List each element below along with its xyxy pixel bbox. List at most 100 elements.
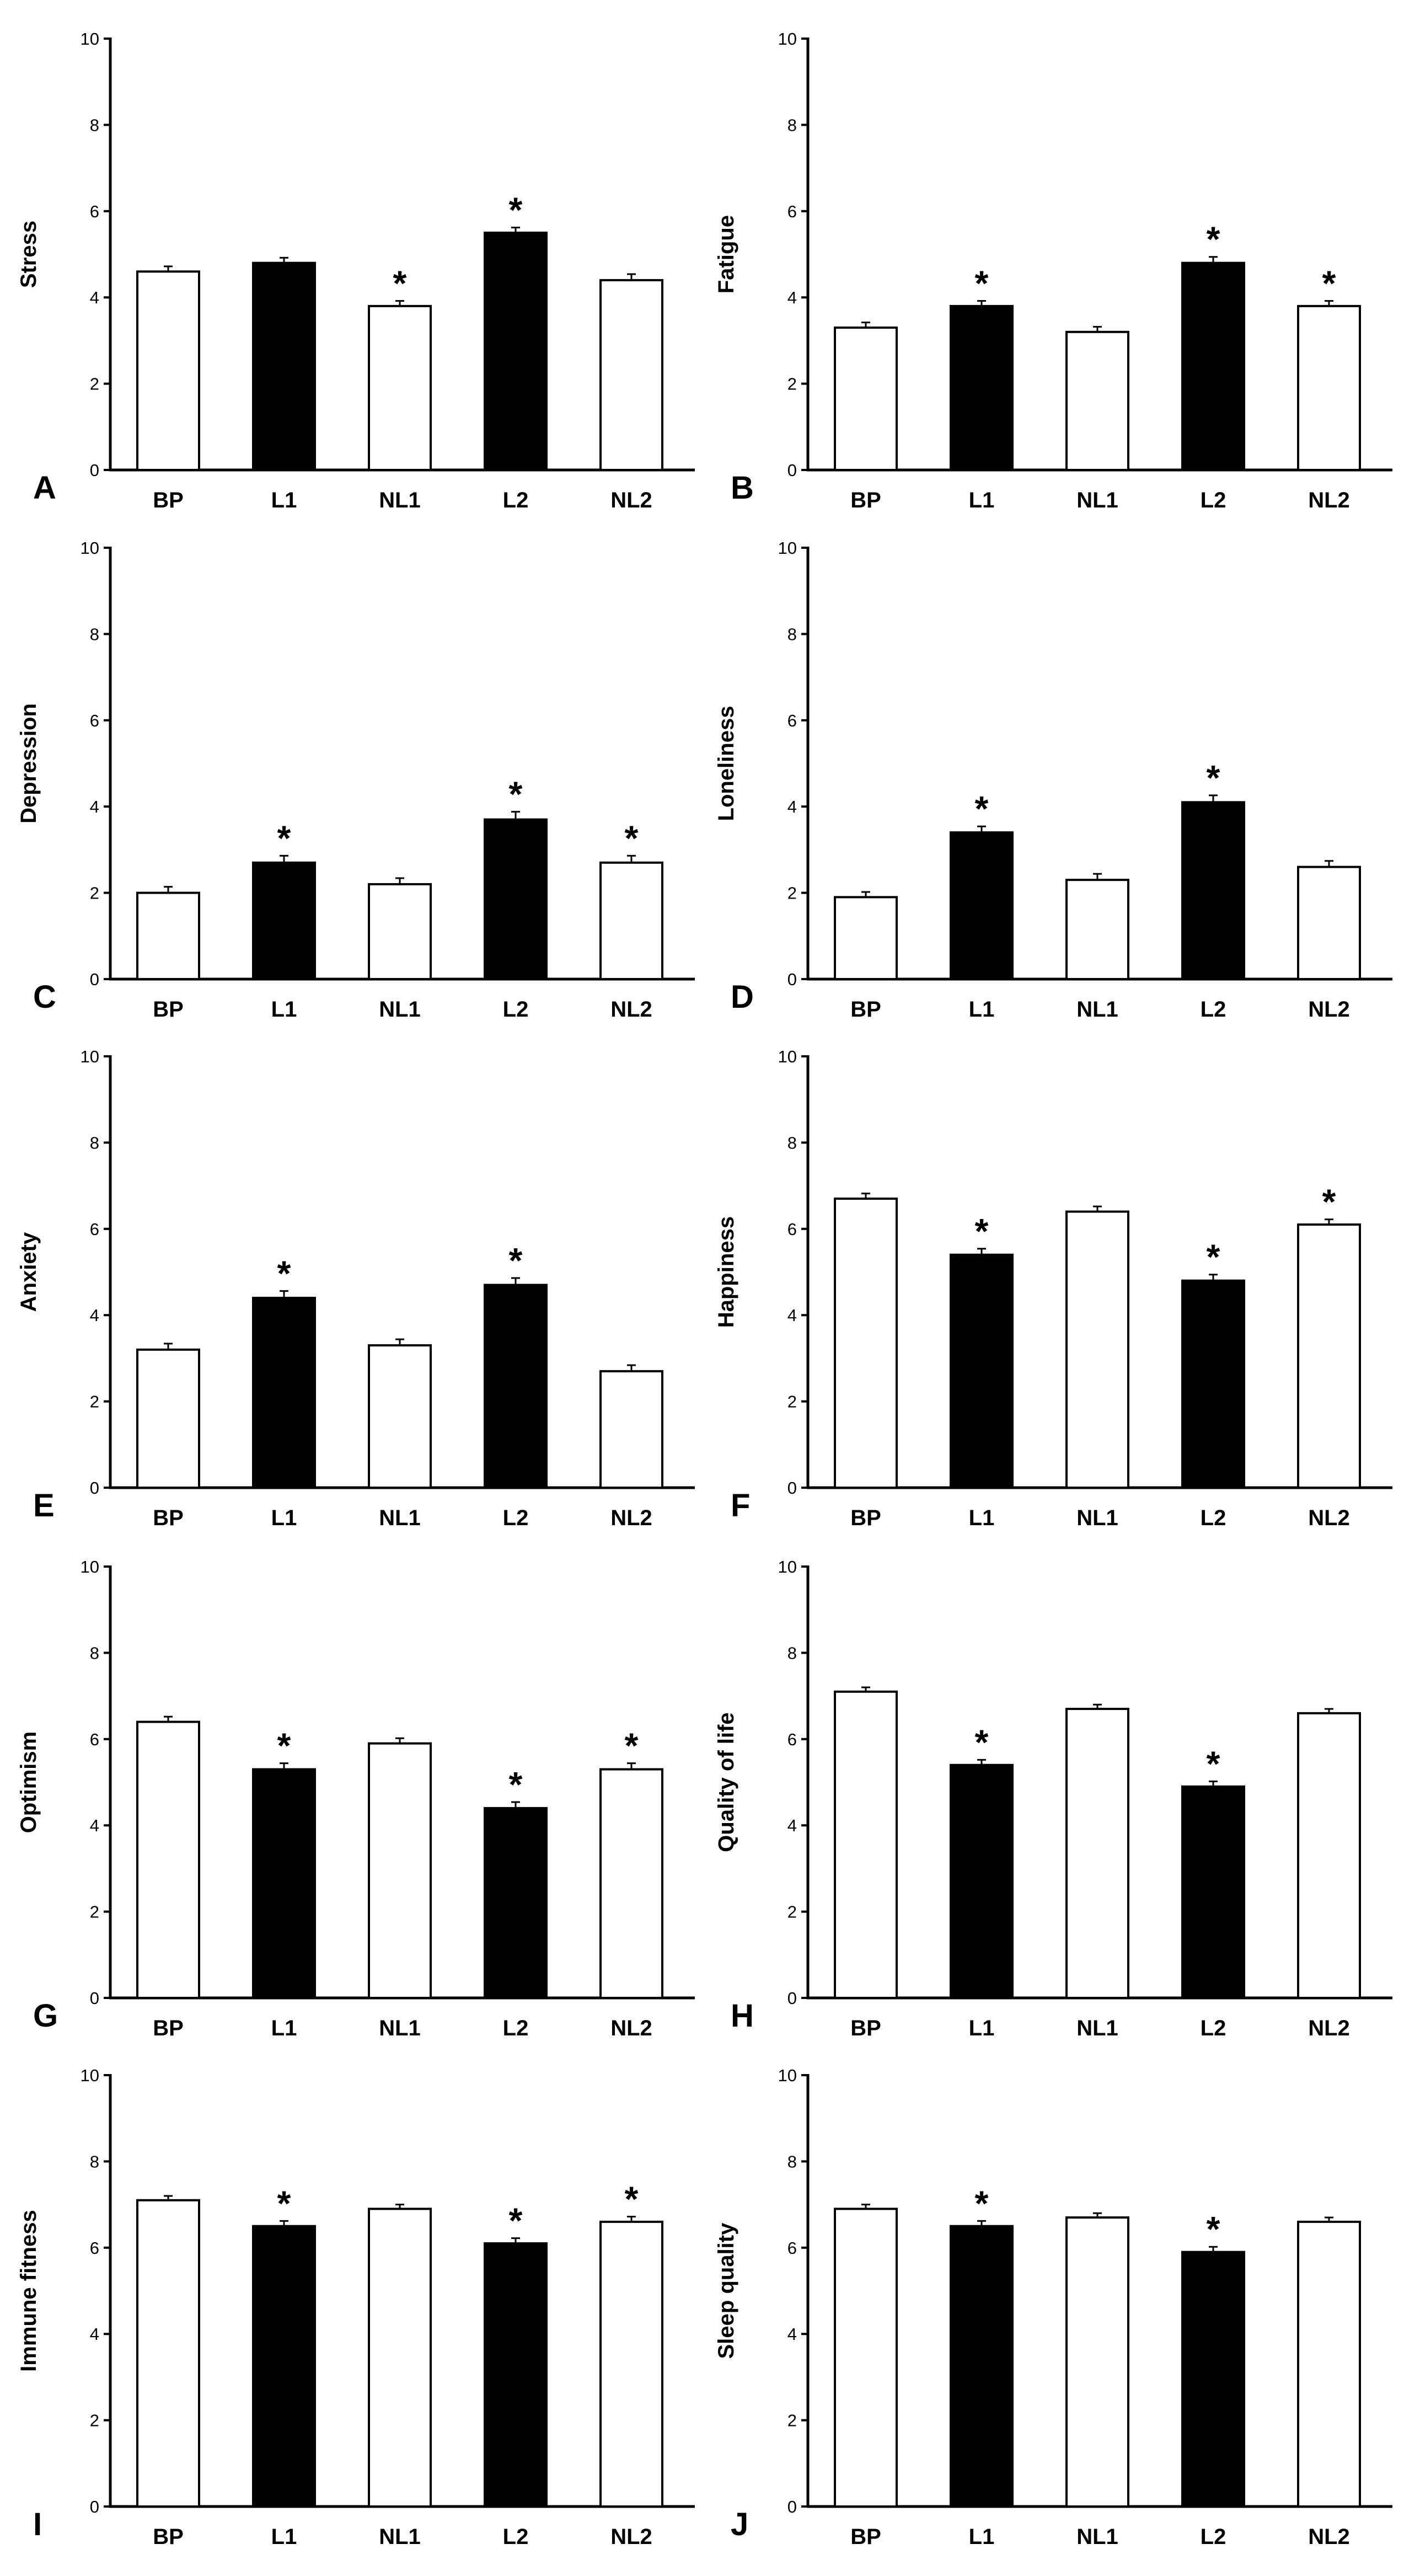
chart-panel-b: 0 2 4 6 8 10 Fatigue BP * L1 NL1 * L2 * NL2 B [714, 29, 1392, 512]
y-axis-title: Quality of life [714, 1712, 738, 1852]
bar-nl1 [1065, 2216, 1129, 2508]
x-category-label: BP [850, 2525, 881, 2549]
x-category-label: NL2 [1308, 1506, 1350, 1530]
y-tick-label: 8 [90, 624, 99, 644]
bar-nl1 [1065, 879, 1129, 981]
x-category-label: BP [153, 2016, 184, 2040]
x-category-label: NL2 [610, 997, 652, 1022]
y-tick-label: 2 [90, 1902, 99, 1922]
y-tick-label: 4 [787, 1816, 797, 1835]
y-tick-label: 2 [90, 1392, 99, 1412]
significance-marker: * [975, 2183, 989, 2223]
y-tick-label: 0 [787, 2497, 797, 2516]
chart-panel-e: 0 2 4 6 8 10 Anxiety BP * L1 NL1 * L2 NL2 E [17, 1047, 695, 1530]
y-tick-label: 2 [90, 375, 99, 394]
chart-panel-h: 0 2 4 6 8 10 Quality of life BP * L1 NL1 * L2 NL2 H [714, 1557, 1392, 2040]
bar-nl2 [1297, 2220, 1361, 2508]
x-category-label: L1 [271, 1506, 297, 1530]
significance-marker: * [1207, 758, 1220, 798]
significance-marker: * [975, 263, 989, 303]
y-axis-title: Anxiety [17, 1232, 41, 1312]
significance-marker: * [277, 1726, 291, 1766]
bar-l2 [1181, 2251, 1245, 2508]
bar-bp [834, 326, 898, 471]
bar-nl1 [368, 2208, 432, 2508]
x-category-label: NL2 [1308, 2016, 1350, 2040]
bar-nl2 [599, 1370, 663, 1489]
bar-nl1 [368, 1742, 432, 2000]
bar-l1 [252, 861, 316, 980]
bar-l2 [1181, 261, 1245, 471]
y-tick-label: 6 [787, 1730, 797, 1749]
chart-panel-j: 0 2 4 6 8 10 Sleep quality BP * L1 NL1 * L2 NL2 J [714, 2066, 1392, 2549]
y-axis-title: Stress [17, 221, 41, 288]
chart-panel-i: 0 2 4 6 8 10 Immune fitness BP * L1 NL1 * L2 * NL2 I [17, 2066, 695, 2549]
y-axis-title: Optimism [17, 1731, 41, 1833]
bar-bp [834, 896, 898, 981]
y-tick-label: 4 [787, 288, 797, 307]
y-tick-label: 2 [787, 2411, 797, 2430]
x-category-label: L2 [1201, 2016, 1226, 2040]
x-category-label: BP [850, 997, 881, 1022]
x-category-label: L1 [969, 2525, 995, 2549]
y-tick-label: 0 [90, 970, 99, 989]
x-category-label: NL1 [1076, 2016, 1118, 2040]
bar-nl1 [1065, 330, 1129, 472]
y-tick-label: 10 [778, 29, 797, 49]
y-tick-label: 10 [81, 29, 99, 49]
y-tick-label: 10 [81, 538, 99, 558]
bar-l1 [252, 261, 316, 471]
y-axis-title: Immune fitness [17, 2210, 41, 2371]
bar-nl2 [599, 1768, 663, 2000]
x-category-label: NL2 [610, 2016, 652, 2040]
y-axis-title: Happiness [714, 1216, 738, 1328]
y-tick-label: 8 [90, 2152, 99, 2171]
x-category-label: NL1 [379, 2525, 421, 2549]
significance-marker: * [625, 1726, 639, 1766]
y-tick-label: 4 [90, 1306, 99, 1325]
significance-marker: * [509, 774, 523, 814]
y-tick-label: 2 [787, 375, 797, 394]
y-tick-label: 2 [90, 884, 99, 903]
bar-l1 [950, 831, 1014, 980]
x-category-label: NL1 [1076, 488, 1118, 512]
y-tick-label: 6 [787, 1220, 797, 1239]
x-category-label: L2 [1201, 488, 1226, 512]
bar-bp [834, 1198, 898, 1489]
significance-marker: * [277, 818, 291, 858]
x-category-label: BP [153, 2525, 184, 2549]
bar-nl2 [1297, 304, 1361, 472]
x-category-label: NL1 [1076, 1506, 1118, 1530]
x-category-label: NL2 [610, 488, 652, 512]
x-category-label: L2 [1201, 1506, 1226, 1530]
y-tick-label: 4 [787, 797, 797, 816]
bar-l1 [252, 1768, 316, 2000]
bar-l1 [252, 2225, 316, 2508]
panel-letter: C [33, 979, 56, 1015]
x-category-label: NL2 [610, 2525, 652, 2549]
x-category-label: BP [153, 997, 184, 1022]
significance-marker: * [625, 2179, 639, 2219]
bar-bp [834, 1690, 898, 1999]
y-tick-label: 0 [787, 461, 797, 480]
significance-marker: * [1207, 2209, 1220, 2249]
x-category-label: L2 [503, 2016, 529, 2040]
y-tick-label: 2 [787, 1902, 797, 1922]
significance-marker: * [1207, 1237, 1220, 1277]
y-tick-label: 4 [90, 288, 99, 307]
x-category-label: L1 [969, 997, 995, 1022]
x-category-label: BP [153, 1506, 184, 1530]
bar-nl2 [599, 279, 663, 471]
panel-letter: H [731, 1998, 754, 2034]
bar-l2 [484, 2242, 548, 2508]
y-tick-label: 6 [90, 202, 99, 221]
x-category-label: NL1 [1076, 2525, 1118, 2549]
y-axis-title: Sleep quality [714, 2222, 738, 2359]
bar-nl2 [1297, 1712, 1361, 1999]
bar-nl1 [368, 883, 432, 980]
panel-letter: I [33, 2506, 42, 2542]
bar-bp [834, 2208, 898, 2508]
x-category-label: NL2 [1308, 997, 1350, 1022]
bar-l2 [1181, 1279, 1245, 1489]
